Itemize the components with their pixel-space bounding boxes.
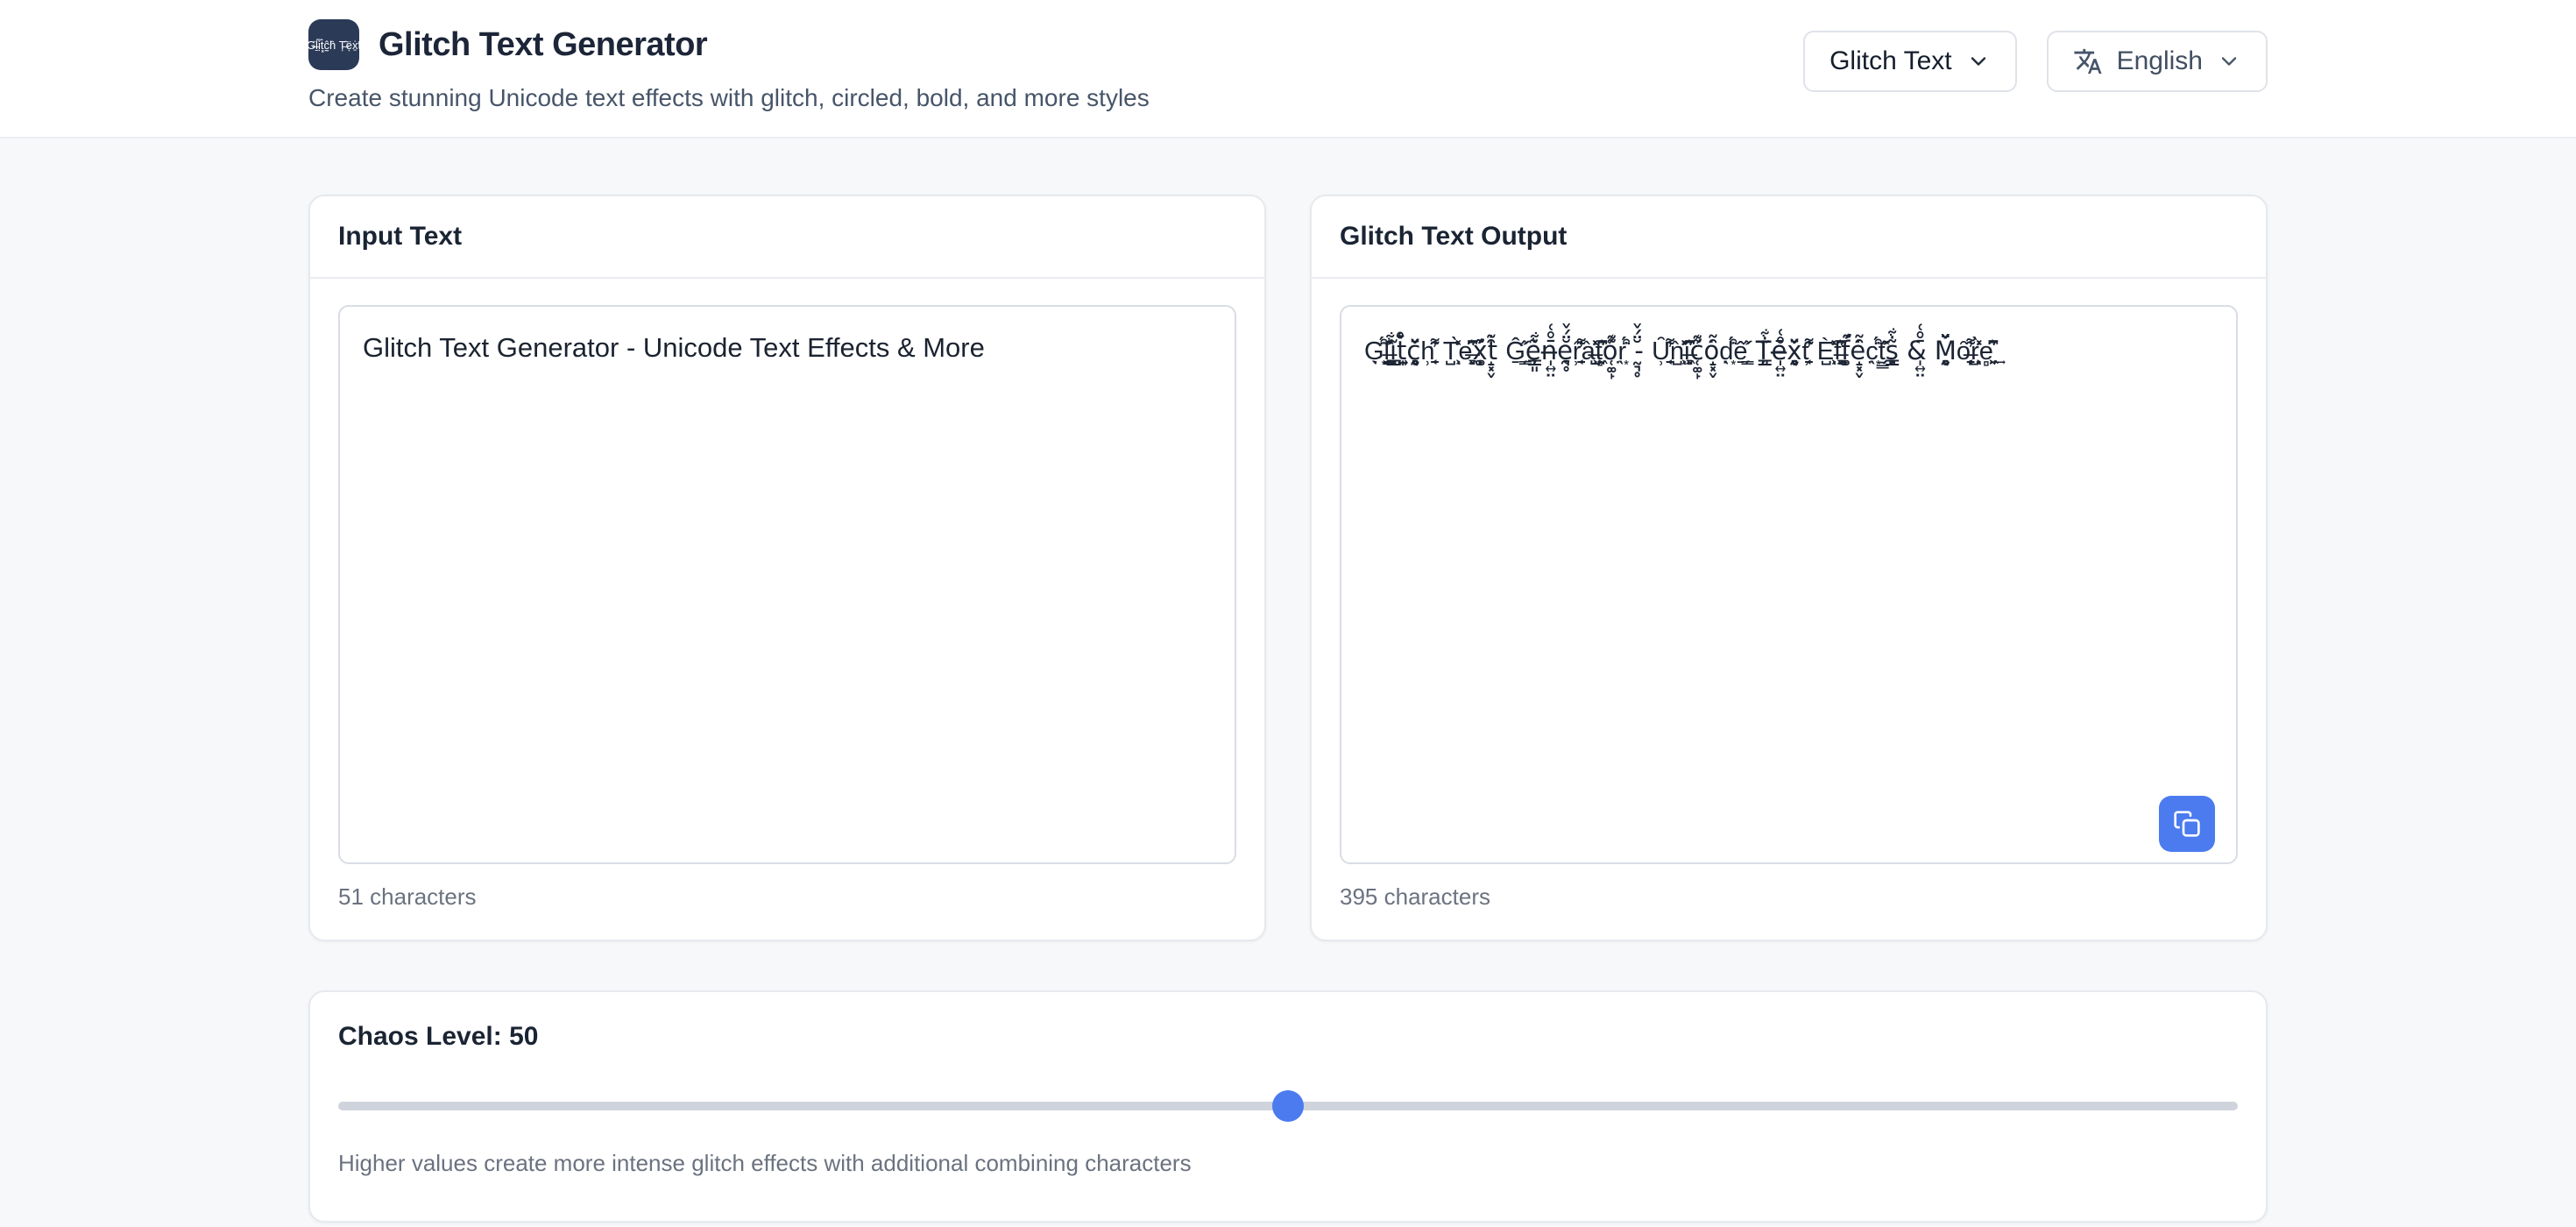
page-title: Glitch Text Generator	[379, 25, 708, 63]
input-card-title: Input Text	[310, 196, 1264, 279]
page-subtitle: Create stunning Unicode text effects wit…	[308, 84, 1150, 111]
language-select[interactable]: English	[2046, 31, 2268, 92]
output-card-title: Glitch Text Output	[1312, 196, 2266, 279]
chaos-level-label: Chaos Level:	[338, 1022, 502, 1051]
app-logo-icon: G̶̈ḻ́ị̋ṫ͓ĉ̰h̑ Ț̶̂ë̖ẋ̱ṭ̃	[308, 19, 359, 70]
style-select-label: Glitch Text	[1829, 46, 1952, 75]
header-actions: Glitch Text English	[1803, 31, 2268, 92]
language-select-label: English	[2116, 46, 2203, 75]
input-textarea[interactable]: Glitch Text Generator - Unicode Text Eff…	[338, 305, 1236, 864]
chaos-slider-thumb[interactable]	[1272, 1090, 1304, 1122]
style-select[interactable]: Glitch Text	[1803, 31, 2017, 92]
chevron-down-icon	[2221, 57, 2237, 66]
input-card: Input Text Glitch Text Generator - Unico…	[308, 195, 1266, 941]
output-card: Glitch Text Output G̖̣͙̈́͒ḻ̶͇̗̂̋͐ĩ̦͈̇͋…	[1310, 195, 2268, 941]
translate-icon	[2074, 48, 2102, 74]
chaos-level-value: 50	[509, 1022, 539, 1051]
logo-glitch-text: G̶̈ḻ́ị̋ṫ͓ĉ̰h̑ Ț̶̂ë̖ẋ̱ṭ̃	[308, 38, 359, 52]
chaos-slider-help: Higher values create more intense glitch…	[338, 1150, 1192, 1176]
main-content: Input Text Glitch Text Generator - Unico…	[308, 138, 2268, 1223]
chaos-card: Chaos Level: 50 Higher values create mor…	[308, 990, 2268, 1223]
input-char-count: 51 characters	[338, 883, 477, 910]
brand: G̶̈ḻ́ị̋ṫ͓ĉ̰h̑ Ț̶̂ë̖ẋ̱ṭ̃ Glitch T…	[308, 19, 1150, 112]
glitch-output-text: G̖̣͙̈́͒ḻ̶͇̗̂̋͐ĩ̦͈̳̇͋t̩͍̤̄̊͑c̰͉̥̆̈́̌h̑̓͌…	[1364, 336, 1993, 365]
output-box: G̖̣͙̈́͒ḻ̶͇̗̂̋͐ĩ̦͈̳̇͋t̩͍̤̄̊͑c̰͉̥̆̈́̌h̑̓͌…	[1340, 305, 2238, 864]
chaos-level-heading: Chaos Level: 50	[338, 1022, 2238, 1052]
copy-icon	[2174, 811, 2200, 837]
app-header: G̶̈ḻ́ị̋ṫ͓ĉ̰h̑ Ț̶̂ë̖ẋ̱ṭ̃ Glitch T…	[0, 0, 2576, 138]
chevron-down-icon	[1971, 57, 1985, 66]
output-char-count: 395 characters	[1340, 883, 1490, 910]
chaos-slider[interactable]	[338, 1090, 2238, 1122]
copy-button[interactable]	[2159, 796, 2215, 852]
